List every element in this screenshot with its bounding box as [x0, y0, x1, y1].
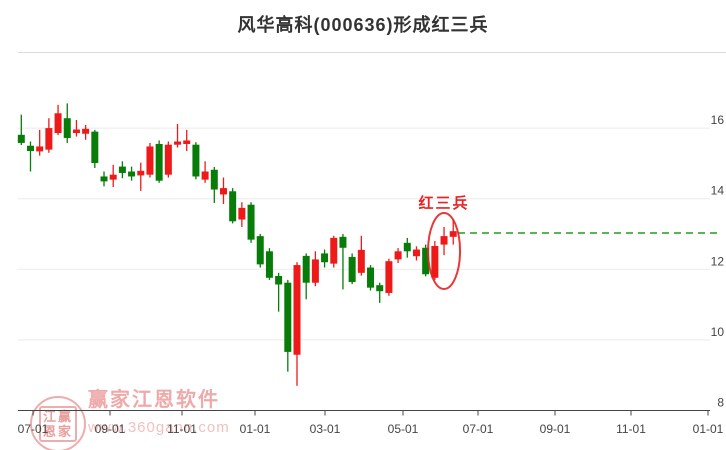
candle-body: [164, 144, 172, 175]
candle-body: [201, 171, 209, 180]
candle-body: [192, 144, 200, 177]
y-axis-label: 12: [711, 254, 725, 268]
y-axis-label: 16: [711, 113, 725, 127]
y-axis-label: 14: [711, 184, 725, 198]
x-axis-label: 01-01: [240, 422, 271, 436]
candle-body: [174, 141, 182, 145]
candle-body: [54, 113, 62, 134]
page-title: 风华高科(000636)形成红三兵: [237, 15, 489, 35]
pattern-highlight-ellipse: [427, 212, 462, 290]
watermark-website-url: www.360gann.com: [88, 419, 230, 436]
candle-body: [256, 236, 264, 265]
candle-body: [321, 253, 329, 263]
y-axis-label: 10: [711, 325, 725, 339]
x-axis-label: 07-01: [463, 422, 494, 436]
x-axis-label: 09-01: [540, 422, 571, 436]
candle-body: [348, 256, 356, 283]
x-axis-label: 07-01: [18, 422, 49, 436]
candle-body: [109, 174, 117, 180]
candle-body: [91, 131, 99, 164]
y-axis-label: 8: [717, 396, 724, 410]
candle-body: [155, 143, 163, 181]
candle-body: [265, 251, 273, 278]
candle-body: [100, 176, 108, 182]
candle-body: [118, 166, 126, 173]
candle-body: [403, 242, 411, 252]
x-axis-label: 11-01: [167, 422, 197, 436]
candle-body: [330, 237, 338, 264]
candle-body: [385, 261, 393, 293]
candle-body: [440, 236, 448, 245]
candle-body: [17, 134, 25, 143]
candle-body: [284, 282, 292, 352]
candle-body: [45, 128, 53, 150]
candle-body: [275, 276, 283, 285]
candle-body: [238, 207, 246, 220]
title-divider: [18, 52, 726, 53]
candle-body: [449, 231, 457, 237]
watermark-text-block: 赢家江恩软件 www.360gann.com: [88, 390, 230, 436]
watermark-brand-name: 赢家江恩软件: [88, 389, 220, 411]
candle-body: [137, 170, 145, 176]
candle-body: [128, 171, 136, 177]
candle-body: [219, 188, 227, 195]
candle-body: [36, 146, 44, 152]
candle-body: [26, 145, 34, 152]
candle-body: [357, 249, 365, 273]
watermark-stamp-text-row1: 江赢: [42, 409, 73, 424]
candle-body: [293, 265, 301, 355]
candle-body: [229, 191, 237, 222]
candle-body: [146, 146, 154, 175]
candle-body: [210, 169, 218, 190]
candle-body: [431, 246, 439, 278]
candle-body: [394, 251, 402, 260]
pattern-annotation-label: 红三兵: [419, 194, 470, 212]
candle-body: [422, 247, 430, 275]
candle-body: [311, 259, 319, 283]
watermark-stamp-seal: 江赢 恩家: [30, 396, 86, 450]
candle-body: [183, 140, 191, 144]
candle-body: [72, 129, 80, 134]
candle-body: [82, 128, 90, 134]
x-axis-label: 01-01: [693, 422, 724, 436]
x-axis-label: 05-01: [388, 422, 419, 436]
candle-body: [302, 255, 310, 283]
watermark-stamp-box: 江赢 恩家: [38, 406, 77, 442]
candle-body: [247, 204, 255, 240]
candle-body: [63, 118, 71, 138]
x-axis-label: 09-01: [95, 422, 126, 436]
candle-body: [376, 285, 384, 292]
watermark-stamp-text-row2: 恩家: [42, 424, 73, 439]
candle-body: [367, 267, 375, 288]
x-axis-label: 03-01: [310, 422, 341, 436]
candle-body: [412, 249, 420, 257]
candle-body: [339, 236, 347, 248]
x-axis-label: 11-01: [616, 422, 646, 436]
